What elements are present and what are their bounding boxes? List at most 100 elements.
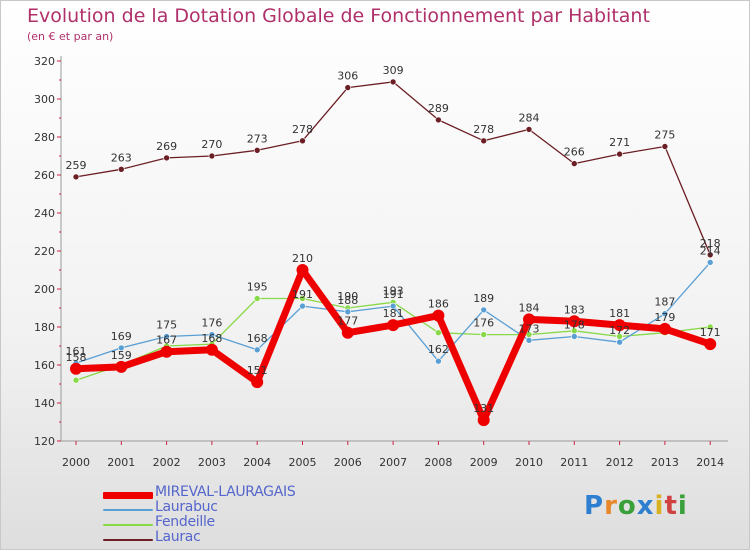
data-point-laurabuc	[706, 259, 714, 266]
data-point-laurabuc	[389, 302, 397, 310]
data-label-laurabuc: 162	[428, 343, 449, 356]
data-point-mireval-lauragais	[568, 315, 581, 328]
x-tick-label: 2002	[153, 456, 181, 469]
data-point-fendeille	[480, 331, 488, 338]
data-label-fendeille: 176	[473, 317, 494, 330]
data-point-laurabuc	[570, 333, 578, 340]
data-label-laurac: 266	[564, 146, 585, 159]
data-label-laurac: 263	[111, 151, 132, 164]
chart-subtitle: (en € et par an)	[27, 30, 114, 43]
x-tick-label: 2010	[515, 456, 543, 469]
data-label-mireval-lauragais: 210	[292, 252, 313, 265]
data-label-laurabuc: 176	[201, 317, 222, 330]
data-label-laurac: 271	[609, 136, 630, 149]
data-point-laurac	[118, 166, 125, 173]
data-label-mireval-lauragais: 151	[247, 364, 268, 377]
data-point-laurac	[208, 152, 216, 160]
y-tick-label: 280	[34, 131, 55, 144]
data-point-laurac	[480, 137, 488, 145]
y-tick-label: 140	[34, 397, 55, 410]
data-label-laurabuc: 178	[564, 319, 585, 332]
data-point-fendeille	[706, 323, 714, 331]
data-point-mireval-lauragais	[477, 414, 490, 427]
data-point-laurac	[344, 84, 352, 91]
data-label-mireval-lauragais: 186	[428, 298, 449, 311]
y-tick-label: 240	[34, 207, 55, 220]
data-point-laurac	[253, 147, 261, 154]
legend-swatch-fendeille	[103, 524, 153, 526]
data-label-laurac: 259	[66, 159, 87, 172]
data-point-mireval-lauragais	[658, 322, 671, 335]
x-tick-label: 2013	[651, 456, 679, 469]
data-label-laurac: 218	[700, 237, 721, 250]
data-label-laurabuc: 175	[156, 319, 177, 332]
data-label-mireval-lauragais: 183	[564, 303, 585, 316]
data-point-laurac	[570, 160, 578, 167]
data-label-laurac: 309	[383, 64, 404, 77]
chart-title: Evolution de la Dotation Globale de Fonc…	[27, 5, 650, 27]
data-point-laurabuc	[163, 333, 170, 340]
data-label-laurabuc: 172	[609, 324, 630, 337]
data-point-laurabuc	[435, 357, 442, 365]
data-label-mireval-lauragais: 158	[66, 351, 87, 364]
legend-swatch-laurac	[103, 539, 153, 541]
data-label-laurabuc: 173	[519, 322, 540, 335]
data-point-laurac	[661, 143, 669, 150]
data-point-mireval-lauragais	[387, 319, 400, 332]
data-point-mireval-lauragais	[296, 264, 309, 276]
y-tick-label: 300	[34, 93, 55, 106]
series-line-laurac	[75, 81, 711, 256]
legend-label-laurabuc: Laurabuc	[155, 499, 218, 515]
data-point-laurabuc	[344, 308, 352, 316]
data-label-laurabuc: 191	[383, 288, 404, 301]
data-point-fendeille	[253, 295, 261, 302]
data-label-laurabuc: 169	[111, 330, 132, 343]
data-label-laurac: 289	[428, 102, 449, 115]
legend-label-mireval-lauragais: MIREVAL-LAURAGAIS	[155, 484, 296, 500]
data-label-mireval-lauragais: 179	[654, 311, 675, 324]
x-tick-label: 2009	[470, 456, 498, 469]
data-label-fendeille: 193	[383, 284, 404, 297]
data-label-laurabuc: 161	[66, 345, 87, 358]
data-point-mireval-lauragais	[704, 338, 717, 351]
data-point-laurac	[525, 126, 533, 133]
data-label-mireval-lauragais: 131	[473, 402, 494, 415]
data-point-laurabuc	[480, 306, 488, 314]
x-tick-label: 2004	[243, 456, 271, 469]
data-label-laurac: 269	[156, 140, 177, 153]
data-point-fendeille	[299, 295, 306, 302]
x-tick-label: 2007	[379, 456, 407, 469]
x-tick-label: 2006	[334, 456, 362, 469]
data-label-laurac: 275	[654, 129, 675, 142]
legend-label-laurac: Laurac	[155, 529, 201, 545]
data-label-laurac: 273	[247, 132, 268, 145]
data-point-mireval-lauragais	[432, 309, 445, 322]
x-tick-label: 2001	[107, 456, 135, 469]
data-point-mireval-lauragais	[70, 362, 82, 375]
x-tick-label: 2014	[696, 456, 724, 469]
line-chart: 120 140 160 180 200 220 240 260 280 300 320 2000 200…	[34, 55, 728, 469]
data-label-fendeille: 190	[337, 290, 358, 303]
data-label-mireval-lauragais: 171	[700, 326, 721, 339]
y-tick-label: 120	[34, 435, 55, 448]
y-tick-label: 260	[34, 169, 55, 182]
data-label-laurac: 306	[337, 70, 358, 83]
data-point-laurac	[706, 251, 714, 259]
data-label-fendeille: 195	[247, 281, 268, 294]
proxiti-logo: Proxiti	[584, 491, 688, 521]
data-label-laurabuc: 214	[700, 244, 721, 257]
data-point-laurac	[389, 78, 397, 86]
data-label-mireval-lauragais: 167	[156, 334, 177, 347]
data-label-mireval-lauragais: 181	[609, 307, 630, 320]
data-label-laurac: 278	[292, 123, 313, 136]
data-label-laurac: 270	[201, 138, 222, 151]
legend-swatch-mireval-lauragais	[103, 491, 153, 499]
data-point-mireval-lauragais	[160, 345, 173, 358]
data-point-fendeille	[72, 376, 80, 384]
data-point-laurac	[435, 116, 442, 124]
data-point-laurabuc	[118, 344, 125, 352]
x-tick-label: 2011	[560, 456, 588, 469]
data-point-mireval-lauragais	[115, 360, 128, 373]
data-point-mireval-lauragais	[523, 313, 535, 326]
x-tick-label: 2000	[62, 456, 90, 469]
